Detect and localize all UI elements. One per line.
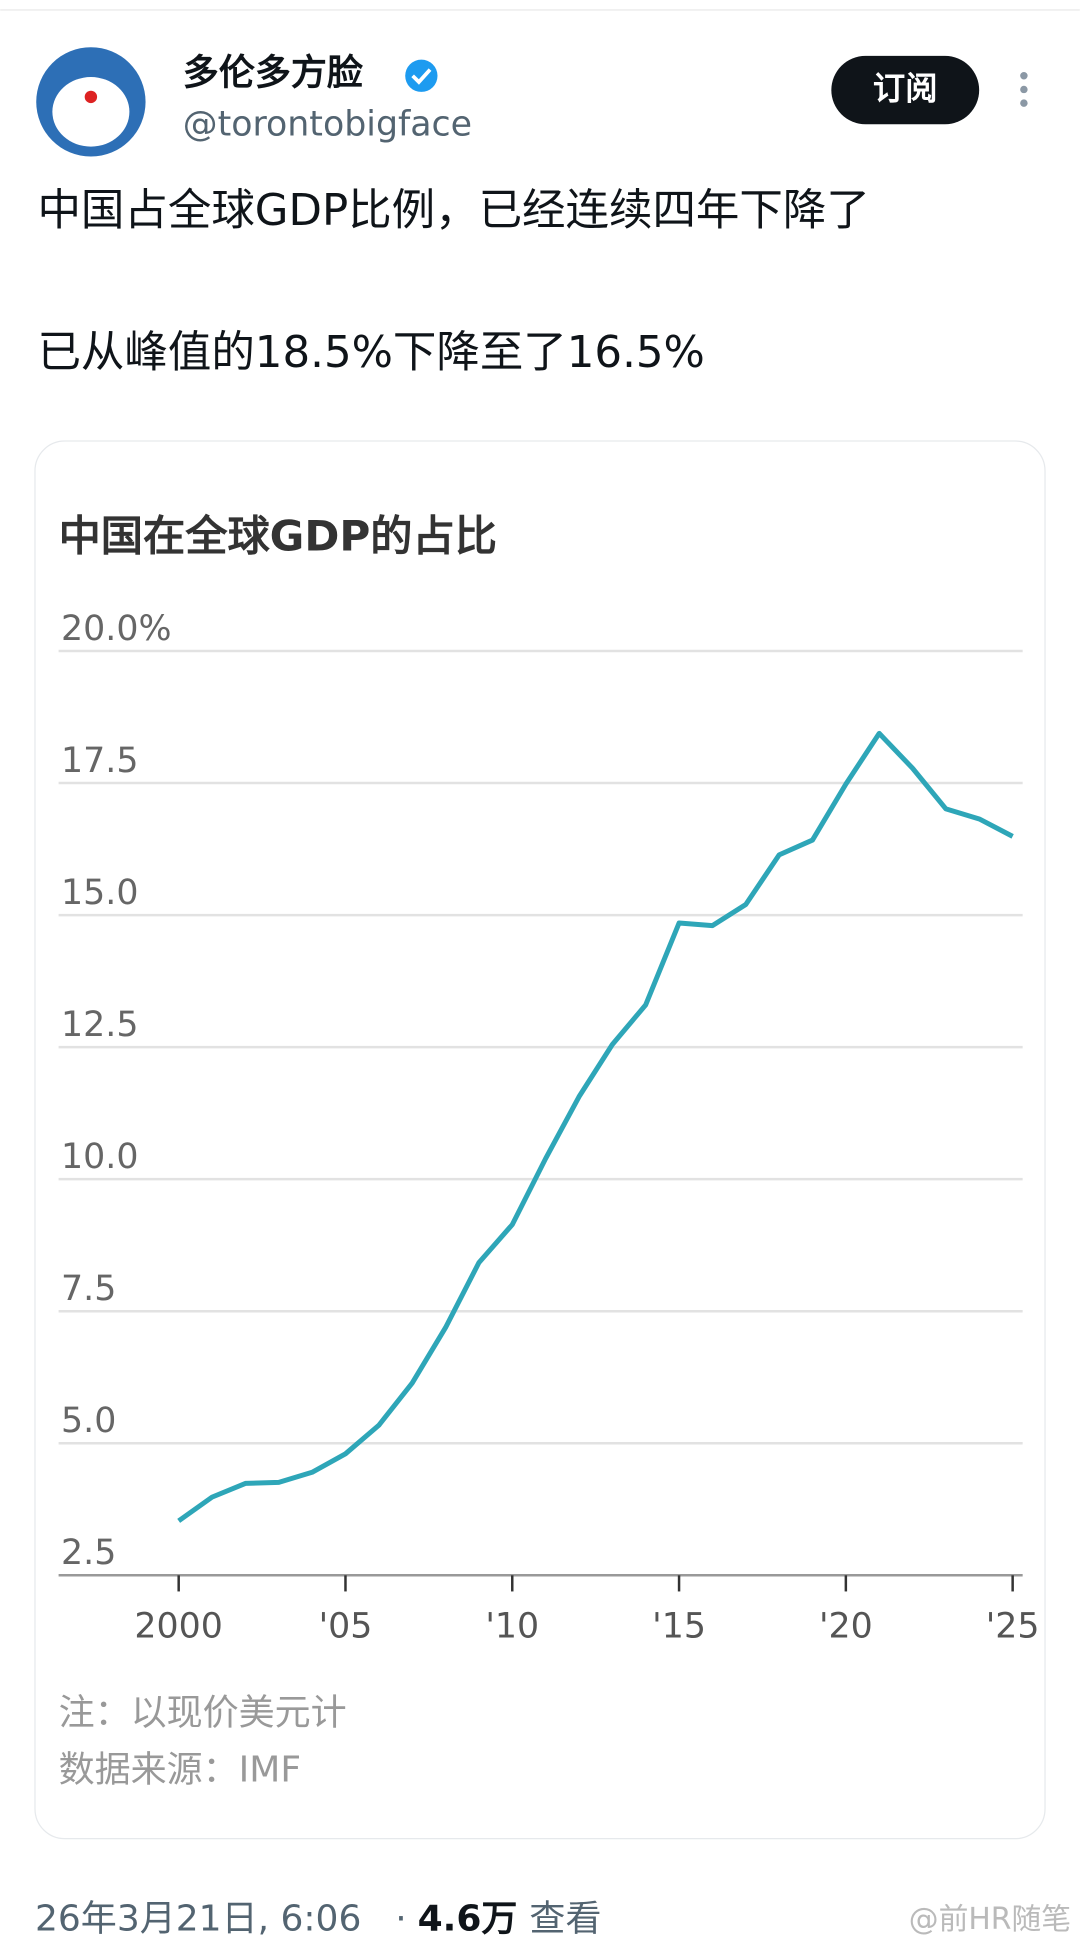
- x-tick-label: '10: [485, 1606, 539, 1646]
- post-text: 已从峰值的18.5%下降至了16.5%: [37, 328, 704, 378]
- x-tick-label: '15: [652, 1606, 706, 1646]
- watermark: @前HR随笔: [909, 1902, 1071, 1937]
- more-menu[interactable]: [1020, 72, 1028, 107]
- x-tick-label: '20: [819, 1606, 873, 1646]
- y-tick-label: 17.5: [61, 741, 138, 781]
- dot: [1020, 99, 1028, 107]
- subscribe-button[interactable]: [831, 55, 980, 125]
- y-tick-label: 20.0%: [61, 609, 171, 649]
- y-tick-label: 7.5: [61, 1269, 116, 1309]
- avatar-nose: [84, 90, 98, 104]
- post-text: 中国占全球GDP比例，已经连续四年下降了: [37, 186, 869, 236]
- chart: 中国在全球GDP的占比 注：以现价美元计 数据来源：IMF 2.5 5.0 7.5 1…: [59, 512, 1040, 1791]
- y-tick-label: 15.0: [61, 873, 138, 913]
- y-tick-label: 5.0: [61, 1401, 116, 1441]
- verified-badge: [405, 59, 438, 92]
- media-card[interactable]: [34, 440, 1046, 1840]
- post-date: 26年3月21日, 6:06: [35, 1899, 361, 1940]
- dot: [1020, 72, 1028, 80]
- y-tick-label: 10.0: [61, 1137, 138, 1177]
- x-tick-label: '05: [319, 1606, 373, 1646]
- verified-check: [411, 68, 432, 85]
- x-tick-label: 2000: [134, 1606, 222, 1646]
- chart-note: 注：以现价美元计: [59, 1692, 347, 1733]
- x-tick-label: '25: [986, 1606, 1040, 1646]
- chart-title: 中国在全球GDP的占比: [59, 512, 497, 561]
- chart-note: 数据来源：IMF: [59, 1750, 302, 1791]
- subscribe-label[interactable]: 订阅: [873, 70, 938, 108]
- separator: ·: [395, 1899, 406, 1940]
- y-tick-label: 12.5: [61, 1005, 138, 1045]
- dot: [1020, 85, 1028, 94]
- avatar-face: [52, 77, 130, 147]
- view-label: 查看: [529, 1899, 601, 1940]
- author-name[interactable]: 多伦多方脸: [183, 52, 364, 94]
- author-handle[interactable]: @torontobigface: [183, 104, 472, 144]
- y-tick-label: 2.5: [61, 1533, 116, 1573]
- view-count: 4.6万: [418, 1899, 518, 1940]
- data-line: [177, 730, 1014, 1523]
